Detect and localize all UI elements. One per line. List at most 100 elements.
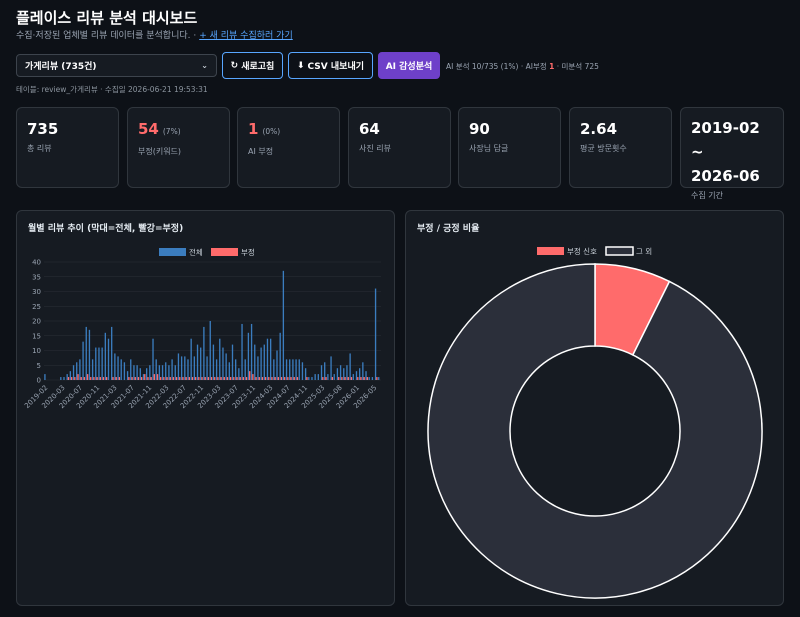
bar-negative <box>290 377 292 380</box>
new-collect-link[interactable]: + 새 리뷰 수집하러 가기 <box>199 31 293 41</box>
legend-label-total: 전체 <box>189 247 203 257</box>
bar-total <box>136 365 138 380</box>
y-tick-label: 30 <box>32 288 41 296</box>
ratio-chart-title: 부정 / 긍정 비율 <box>417 224 480 234</box>
bar-total <box>139 368 141 380</box>
legend-label-negative: 부정 <box>241 247 255 257</box>
bar-total <box>320 365 323 380</box>
bar-total <box>333 374 335 380</box>
csv-export-button[interactable]: ⬇ CSV 내보내기 <box>288 52 373 79</box>
bar-negative <box>357 377 359 380</box>
monthly-chart-panel: 월별 리뷰 추이 (막대=전체, 빨강=부정) 전체 부정 0 5 10 15 20 25… <box>16 210 395 606</box>
bar-total <box>235 359 237 380</box>
bar-total <box>142 374 145 380</box>
bar-total <box>98 347 100 380</box>
bar-total <box>358 368 361 380</box>
bar-total <box>289 359 291 380</box>
bar-total <box>79 359 81 380</box>
bar-negative <box>86 374 89 380</box>
bar-negative <box>331 377 334 380</box>
bar-total <box>209 321 211 380</box>
stat-card-owner-reply: 90 사장님 답글 <box>458 107 561 188</box>
bar-total <box>69 371 72 380</box>
ratio-chart-panel: 부정 / 긍정 비율 부정 신호 그 외 <box>405 210 784 606</box>
bar-negative <box>366 377 369 380</box>
bar-total <box>228 362 230 380</box>
stat-value: 735 <box>27 120 59 138</box>
bar-total <box>327 374 329 380</box>
bar-total <box>206 356 208 380</box>
bar-negative <box>185 377 187 380</box>
bar-negative <box>83 377 86 380</box>
bar-total <box>91 359 94 380</box>
bar-total <box>371 377 374 380</box>
bar-negative <box>322 377 324 380</box>
bar-negative <box>131 377 133 380</box>
bar-negative <box>249 371 251 380</box>
bar-negative <box>226 377 229 380</box>
ai-analysis-button[interactable]: AI 감성분석 <box>378 52 440 79</box>
bar-total <box>374 288 377 380</box>
bar-negative <box>284 377 286 380</box>
bar-negative <box>118 377 121 380</box>
ai-status: AI 분석 10/735 (1%) · AI부정 1 · 미분석 725 <box>446 61 599 72</box>
store-select[interactable]: 가게리뷰 (735건) ⌄ <box>16 54 217 77</box>
bar-negative <box>347 377 349 380</box>
bar-total <box>362 362 364 380</box>
bar-negative <box>274 377 276 380</box>
bar-total <box>298 359 300 380</box>
monthly-chart-title: 월별 리뷰 추이 (막대=전체, 빨강=부정) <box>28 224 184 234</box>
bar-total <box>324 362 326 380</box>
bar-total <box>304 368 307 380</box>
bar-negative <box>233 377 235 380</box>
bar-total <box>311 377 313 380</box>
bar-negative <box>363 377 365 380</box>
bar-total <box>190 338 192 380</box>
refresh-button[interactable]: ↻ 새로고침 <box>222 52 283 79</box>
bar-total <box>161 365 164 380</box>
bar-negative <box>207 377 210 380</box>
stat-value: 54 (7%) <box>138 120 219 141</box>
legend-swatch-other <box>605 246 634 256</box>
bar-total <box>273 359 275 380</box>
bar-negative <box>280 377 283 380</box>
y-tick-label: 5 <box>37 362 41 370</box>
bar-total <box>301 362 304 380</box>
stat-value-line1: 2019-02 ~ <box>691 119 760 161</box>
bar-negative <box>134 377 136 380</box>
bar-total <box>85 326 87 380</box>
store-select-value: 가게리뷰 (735건) <box>25 62 97 72</box>
bar-total <box>263 344 265 380</box>
bar-negative <box>96 377 98 380</box>
bar-negative <box>112 377 114 380</box>
chevron-down-icon: ⌄ <box>201 61 208 70</box>
bar-total <box>231 344 234 380</box>
bar-negative <box>245 377 248 380</box>
bar-total <box>250 323 253 380</box>
bar-negative <box>166 377 168 380</box>
refresh-label: 새로고침 <box>241 62 275 72</box>
bar-total <box>104 332 106 380</box>
bar-negative <box>137 377 140 380</box>
bar-negative <box>77 374 79 380</box>
bar-total <box>133 365 135 380</box>
bar-negative <box>277 377 280 380</box>
bar-total <box>282 270 285 380</box>
bar-total <box>247 332 250 380</box>
bar-total <box>76 362 78 380</box>
bar-negative <box>264 377 267 380</box>
bar-negative <box>296 377 299 380</box>
bar-total <box>215 359 218 380</box>
bar-negative <box>150 377 152 380</box>
bar-total <box>339 365 342 380</box>
page-title: 플레이스 리뷰 분석 대시보드 <box>16 9 198 27</box>
legend-label-negative-signal: 부정 신호 <box>567 246 597 256</box>
bar-negative <box>325 377 327 380</box>
bar-total <box>184 356 186 380</box>
bar-total <box>117 356 119 380</box>
bar-total <box>352 374 354 380</box>
stat-card-avg-visits: 2.64 평균 방문횟수 <box>569 107 672 188</box>
bar-total <box>149 365 151 380</box>
bar-total <box>111 326 113 380</box>
